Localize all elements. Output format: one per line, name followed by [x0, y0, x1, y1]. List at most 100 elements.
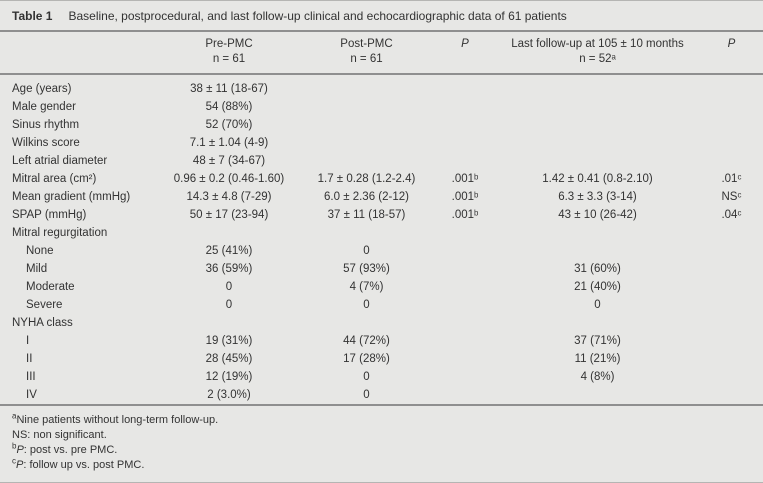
cell-p-followup-vs-post [700, 296, 763, 314]
cell-p-post-vs-pre [435, 134, 495, 152]
cell-p-post-vs-pre [435, 332, 495, 350]
table-row: Moderate 0 4 (7%) 21 (40%) [0, 278, 763, 296]
col-header-p-post-vs-pre: P [435, 32, 495, 75]
cell-pre-pmc: 7.1 ± 1.04 (4-9) [189, 137, 269, 149]
cell-p-followup-vs-post [700, 332, 763, 350]
cell-p-post-vs-pre: .001ᵇ [451, 173, 479, 185]
row-label: Mitral regurgitation [12, 227, 108, 239]
cell-post-pmc [298, 314, 435, 332]
cell-last-followup: 11 (21%) [574, 353, 621, 365]
row-label: Severe [26, 299, 63, 311]
table-row: SPAP (mmHg) 50 ± 17 (23-94) 37 ± 11 (18-57… [0, 206, 763, 224]
row-label: III [26, 371, 36, 383]
cell-p-post-vs-pre [435, 278, 495, 296]
table-row: Age (years) 38 ± 11 (18-67) [0, 74, 763, 98]
row-label: Mean gradient (mmHg) [12, 191, 131, 203]
cell-last-followup: 31 (60%) [574, 263, 621, 275]
cell-pre-pmc [160, 314, 298, 332]
cell-pre-pmc: 14.3 ± 4.8 (7-29) [186, 191, 272, 203]
row-label: Sinus rhythm [12, 119, 80, 131]
table-row: NYHA class [0, 314, 763, 332]
cell-post-pmc: 0 [363, 389, 370, 401]
col-header-pre-pmc: Pre-PMC n = 61 [160, 32, 298, 75]
table-row: Severe 0 0 0 [0, 296, 763, 314]
cell-p-followup-vs-post [700, 98, 763, 116]
row-label: I [26, 335, 30, 347]
cell-post-pmc: 6.0 ± 2.36 (2-12) [324, 191, 409, 203]
cell-p-followup-vs-post [700, 74, 763, 98]
cell-post-pmc [298, 134, 435, 152]
cell-post-pmc: 0 [363, 371, 370, 383]
cell-pre-pmc [160, 224, 298, 242]
cell-p-post-vs-pre [435, 242, 495, 260]
cell-p-post-vs-pre [435, 152, 495, 170]
cell-last-followup [495, 74, 700, 98]
cell-post-pmc: 4 (7%) [349, 281, 384, 293]
cell-p-followup-vs-post [700, 350, 763, 368]
cell-p-followup-vs-post [700, 386, 763, 404]
cell-p-post-vs-pre [435, 368, 495, 386]
cell-post-pmc: 1.7 ± 0.28 (1.2-2.4) [317, 173, 416, 185]
table-row: IV 2 (3.0%) 0 [0, 386, 763, 404]
table-row: Sinus rhythm 52 (70%) [0, 116, 763, 134]
cell-last-followup: 43 ± 10 (26-42) [558, 209, 637, 221]
cell-last-followup: 37 (71%) [574, 335, 621, 347]
table-header: Pre-PMC n = 61 Post-PMC n = 61 P Last fo… [0, 32, 763, 75]
row-label: II [26, 353, 33, 365]
table-number: Table 1 [12, 9, 53, 23]
footnote-line: aNine patients without long-term follow-… [12, 411, 219, 426]
cell-last-followup [495, 116, 700, 134]
table-row: Mild 36 (59%) 57 (93%) 31 (60%) [0, 260, 763, 278]
cell-pre-pmc: 0 [225, 299, 233, 311]
cell-post-pmc [298, 74, 435, 98]
cell-last-followup [495, 224, 700, 242]
cell-last-followup [495, 386, 700, 404]
table-body: Age (years) 38 ± 11 (18-67) Male gender 54 … [0, 74, 763, 404]
col-header-last-followup: Last follow-up at 105 ± 10 months n = 52… [495, 32, 700, 75]
cell-p-followup-vs-post [700, 368, 763, 386]
cell-pre-pmc: 28 (45%) [205, 353, 253, 365]
cell-last-followup: 4 (8%) [580, 371, 615, 383]
cell-p-post-vs-pre [435, 98, 495, 116]
row-label: NYHA class [12, 317, 73, 329]
row-label: Age (years) [12, 83, 72, 95]
cell-last-followup: 0 [594, 299, 601, 311]
row-label: Male gender [12, 101, 76, 113]
cell-pre-pmc: 25 (41%) [205, 245, 253, 257]
clinical-data-table: Pre-PMC n = 61 Post-PMC n = 61 P Last fo… [0, 32, 763, 404]
cell-pre-pmc: 50 ± 17 (23-94) [189, 209, 269, 221]
cell-p-followup-vs-post [700, 242, 763, 260]
cell-p-post-vs-pre [435, 296, 495, 314]
cell-post-pmc [298, 224, 435, 242]
cell-post-pmc: 0 [363, 299, 370, 311]
footnote-line: bP: post vs. pre PMC. [12, 441, 118, 456]
cell-p-followup-vs-post [700, 314, 763, 332]
table-row: Mitral regurgitation [0, 224, 763, 242]
cell-last-followup [495, 242, 700, 260]
cell-p-post-vs-pre [435, 116, 495, 134]
cell-post-pmc: 17 (28%) [343, 353, 390, 365]
cell-pre-pmc: 52 (70%) [205, 119, 253, 131]
table-row: Left atrial diameter 48 ± 7 (34-67) [0, 152, 763, 170]
footnote-line: cP: follow up vs. post PMC. [12, 456, 145, 471]
footnotes: aNine patients without long-term follow-… [0, 404, 763, 479]
row-label: IV [26, 389, 37, 401]
cell-last-followup [495, 314, 700, 332]
cell-p-followup-vs-post [700, 260, 763, 278]
table-caption: Baseline, postprocedural, and last follo… [68, 9, 567, 23]
cell-p-followup-vs-post: NSᶜ [721, 191, 742, 203]
cell-last-followup [495, 98, 700, 116]
cell-last-followup: 1.42 ± 0.41 (0.8-2.10) [542, 173, 653, 185]
cell-p-followup-vs-post [700, 224, 763, 242]
row-label: Mitral area (cm²) [12, 173, 97, 185]
cell-pre-pmc: 36 (59%) [205, 263, 253, 275]
cell-p-post-vs-pre [435, 350, 495, 368]
cell-p-followup-vs-post: .01ᶜ [721, 173, 742, 185]
cell-pre-pmc: 48 ± 7 (34-67) [192, 155, 266, 167]
cell-post-pmc [298, 98, 435, 116]
table-row: Mean gradient (mmHg) 14.3 ± 4.8 (7-29) 6.0… [0, 188, 763, 206]
table-row: Mitral area (cm²) 0.96 ± 0.2 (0.46-1.60) 1… [0, 170, 763, 188]
cell-pre-pmc: 0 [225, 281, 233, 293]
row-label: None [26, 245, 54, 257]
